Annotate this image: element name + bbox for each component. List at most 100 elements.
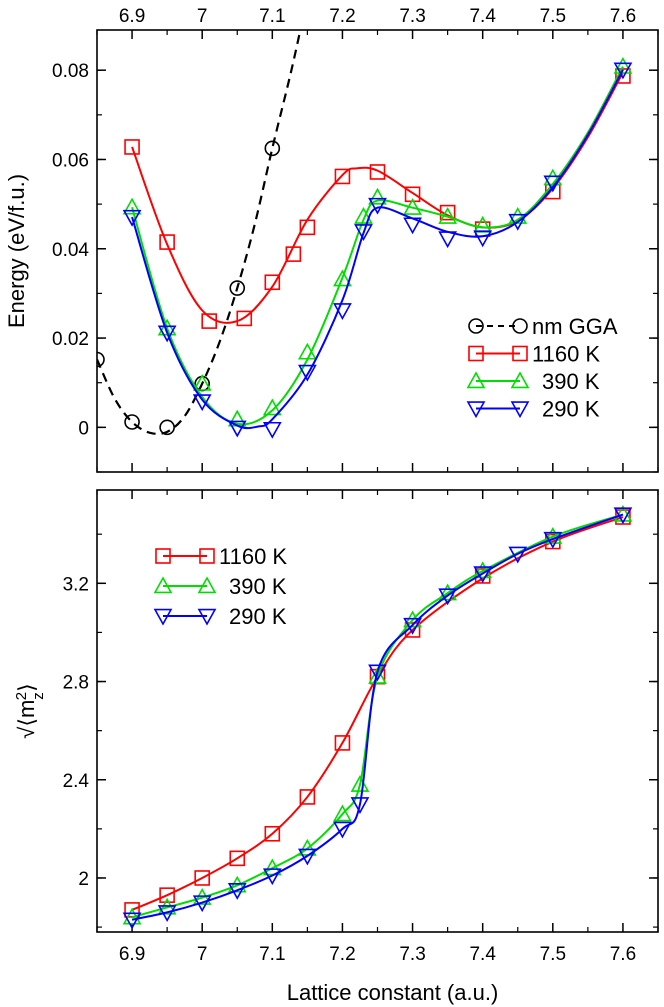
x-tick-label: 7.3 (399, 944, 425, 965)
x-tick-label: 7.1 (259, 944, 285, 965)
moment-panel: 6.9 7 7.1 7.2 7.3 7.4 7.5 7.6 2 2.4 2.8 3.2 1160 K 39… (13, 489, 659, 1005)
legend-marker (510, 371, 530, 389)
data-point-390-k (262, 398, 282, 416)
series-line-290-k (131, 513, 624, 921)
data-point-390-k (368, 187, 387, 205)
legend-marker (468, 345, 484, 362)
data-point-290-k (298, 364, 317, 382)
x-tick-label: 7.2 (329, 944, 355, 965)
legend-item-1160-k: 1160 K (155, 544, 287, 569)
data-point-290-k (368, 197, 387, 215)
data-point-290-k (333, 821, 352, 839)
y-tick-label: 0.04 (52, 240, 89, 261)
data-point-290-k (157, 905, 177, 923)
energy-panel: 6.9 7 7.1 7.2 7.3 7.4 7.5 7.6 0 0.02 0.04 0.06 0.08 n… (4, 6, 659, 473)
data-point-nm-gga (229, 280, 246, 296)
x-tick-label: 6.9 (119, 944, 145, 965)
x-tick-label: 7.5 (540, 944, 566, 965)
data-point-nm-gga (264, 140, 281, 157)
data-point-290-k (438, 231, 457, 249)
x-axis: 6.9 7 7.1 7.2 7.3 7.4 7.5 7.6 (96, 6, 659, 472)
series-line-1160-k (131, 71, 624, 324)
data-point-1160-k (615, 68, 631, 84)
data-point-290-k (354, 224, 373, 242)
y-axis: 0 0.02 0.04 0.06 0.08 (52, 61, 658, 473)
legend-label: 290 K (542, 397, 600, 422)
legend-marker (510, 401, 530, 419)
data-point-390-k (473, 215, 493, 233)
data-point-290-k (227, 883, 247, 900)
legend-marker (153, 576, 173, 594)
data-point-290-k (298, 848, 317, 866)
y-axis-title: √⟨mz2⟩ (13, 683, 47, 738)
data-point-290-k (350, 797, 370, 814)
y-axis-title: Energy (eV/f.u.) (4, 174, 29, 328)
data-point-290-k (192, 394, 212, 412)
x-tick-label: 7.4 (469, 944, 496, 965)
data-point-1160-k (299, 789, 316, 805)
data-point-290-k (473, 566, 493, 584)
series-390-k (122, 504, 633, 925)
data-point-390-k (368, 666, 387, 684)
data-point-1160-k (124, 139, 140, 155)
x-tick-label: 7 (197, 944, 208, 965)
data-point-290-k (508, 546, 528, 564)
y-axis: 2 2.4 2.8 3.2 (63, 533, 658, 928)
y-tick-label: 0 (78, 418, 89, 439)
legend-item-1160-k: 1160 K (468, 342, 600, 367)
y-tick-label: 0.06 (52, 150, 89, 171)
data-point-290-k (403, 217, 422, 235)
data-point-290-k (122, 209, 142, 227)
legend-marker (199, 548, 215, 564)
data-point-nm-gga (159, 419, 175, 436)
data-point-1160-k (159, 234, 175, 250)
data-point-290-k (473, 230, 493, 248)
legend-marker (197, 608, 217, 626)
data-point-290-k (333, 303, 352, 321)
data-point-1160-k (264, 825, 281, 842)
series-290-k (122, 507, 633, 930)
legend-label: 1160 K (219, 544, 287, 569)
series-group (122, 504, 633, 930)
data-point-1160-k (236, 310, 253, 327)
data-point-390-k (438, 206, 457, 224)
legend-label: 290 K (229, 604, 287, 629)
data-point-390-k (298, 342, 317, 360)
y-tick-label: 2.4 (63, 771, 90, 792)
series-290-k (122, 62, 633, 439)
series-line-390-k (131, 513, 624, 919)
legend-marker (512, 345, 528, 362)
data-point-390-k (333, 269, 352, 287)
data-point-1160-k (229, 850, 246, 867)
data-point-1160-k (474, 221, 491, 237)
data-point-390-k (613, 56, 633, 74)
data-point-390-k (333, 804, 352, 822)
series-line-290-k (131, 69, 624, 430)
data-point-nm-gga (124, 414, 140, 430)
x-tick-label: 6.9 (119, 6, 145, 27)
legend-marker (466, 401, 486, 419)
data-point-1160-k (334, 168, 351, 185)
data-point-1160-k (439, 204, 456, 221)
x-axis-title: Lattice constant (a.u.) (287, 980, 499, 1005)
x-tick-label: 7.6 (610, 6, 636, 27)
x-axis: 6.9 7 7.1 7.2 7.3 7.4 7.5 7.6 (96, 490, 659, 965)
series-group (97, 30, 633, 439)
data-point-390-k (543, 168, 563, 186)
data-point-1160-k (369, 164, 386, 180)
data-point-290-k (227, 420, 247, 438)
x-tick-label: 7.1 (259, 6, 285, 27)
series-1160-k (124, 509, 631, 918)
y-tick-label: 0.08 (52, 61, 89, 82)
y-tick-label: 0.02 (52, 329, 89, 350)
data-point-290-k (508, 213, 528, 231)
legend-marker (153, 608, 173, 626)
data-point-390-k (122, 907, 142, 925)
legend-marker (197, 576, 217, 594)
legend-label: nm GGA (532, 314, 618, 339)
data-point-nm-gga (97, 351, 105, 368)
x-tick-label: 7.6 (610, 944, 636, 965)
legend-marker (466, 371, 486, 389)
x-tick-label: 7.4 (469, 6, 496, 27)
